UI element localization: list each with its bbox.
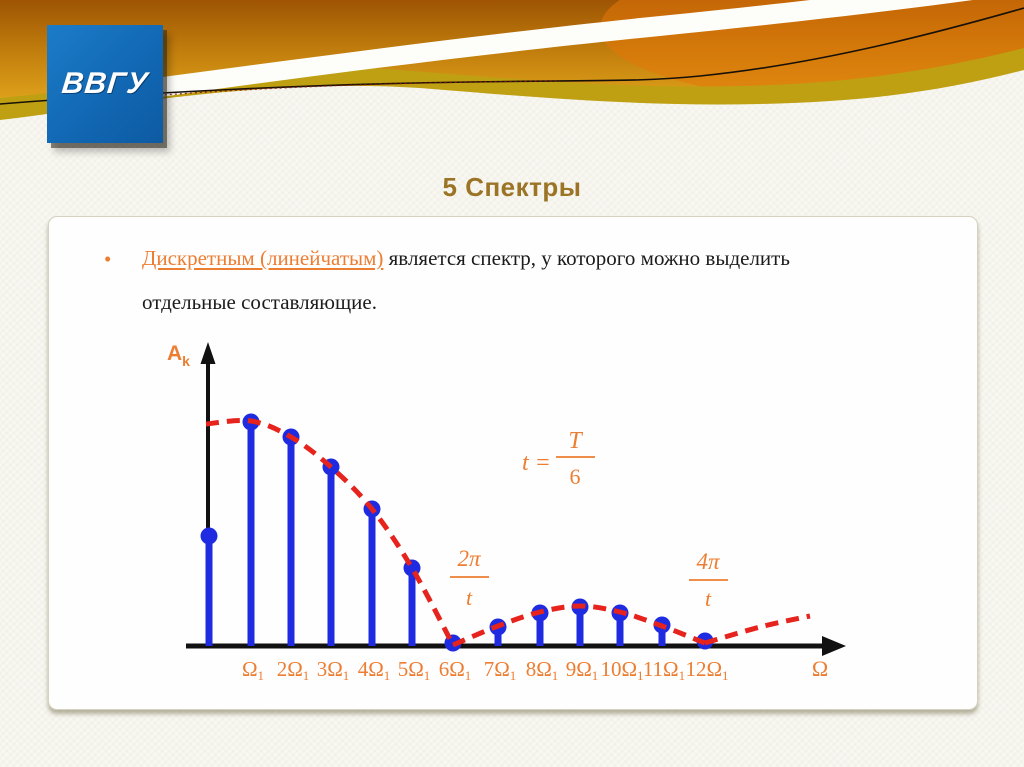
x-axis-label: Ω — [812, 656, 828, 681]
formula-first-zero-denominator: t — [466, 585, 473, 610]
bullet-text-rest: является спектр, у которого можно выдели… — [383, 246, 790, 270]
envelope-dashed-curve — [205, 417, 811, 648]
x-tick-label: 8Ω1 — [526, 657, 559, 683]
formula-period-denominator: 6 — [570, 464, 581, 489]
x-tick-label: 11Ω1 — [643, 657, 685, 683]
x-tick-label: 12Ω1 — [685, 657, 728, 683]
bullet-term-link: Дискретным (линейчатым) — [142, 246, 384, 270]
university-logo: ВВГУ — [47, 25, 163, 143]
bullet-marker: • — [104, 247, 112, 271]
y-axis-label: Ak — [167, 342, 190, 369]
bullet-paragraph: Дискретным (линейчатым) является спектр,… — [142, 236, 952, 324]
y-axis-arrowhead — [200, 342, 216, 364]
content-panel — [48, 216, 978, 710]
x-tick-label: Ω1 — [242, 657, 264, 683]
formula-first-zero-numerator: 2π — [457, 546, 482, 571]
header-thin-black-line — [0, 7, 1024, 105]
x-tick-label: 6Ω1 — [439, 657, 472, 683]
header-thin-red-dotted-line — [149, 80, 561, 97]
formula-second-zero-numerator: 4π — [696, 549, 721, 574]
formula-period-numerator: T — [568, 428, 583, 454]
x-tick-label: 7Ω1 — [484, 657, 517, 683]
logo-text: ВВГУ — [60, 67, 150, 100]
formula-second-zero: 4π t — [689, 549, 728, 611]
stem-dot — [200, 527, 218, 545]
x-tick-label: 10Ω1 — [600, 657, 643, 683]
formula-period: t = T 6 — [522, 428, 595, 489]
x-tick-label: 4Ω1 — [358, 657, 391, 683]
y-axis-label-sub: k — [182, 353, 190, 369]
envelope-segment — [452, 603, 706, 648]
formula-first-zero: 2π t — [450, 546, 489, 610]
x-tick-label: 9Ω1 — [566, 657, 599, 683]
x-axis-arrowhead — [822, 636, 846, 656]
formula-second-zero-denominator: t — [705, 586, 712, 611]
x-tick-label: 2Ω1 — [277, 657, 310, 683]
x-tick-labels: Ω1 2Ω1 3Ω1 4Ω1 5Ω1 6Ω1 7Ω1 8Ω1 9Ω1 10Ω1 11Ω1 12Ω1 — [242, 657, 729, 683]
bullet-text-line2: отдельные составляющие. — [142, 290, 377, 314]
spectrum-stems — [200, 413, 714, 652]
spectrum-chart: Ω1 2Ω1 3Ω1 4Ω1 5Ω1 6Ω1 7Ω1 8Ω1 9Ω1 10Ω1 11Ω1 12Ω1 A… — [167, 342, 846, 683]
y-axis-label-main: A — [167, 342, 182, 365]
envelope-segment — [205, 417, 456, 647]
slide-title: 5 Спектры — [442, 172, 582, 202]
x-tick-label: 5Ω1 — [398, 657, 431, 683]
header-white-swoosh — [85, 0, 973, 104]
formula-period-lhs: t = — [522, 450, 551, 476]
header-wave-decoration — [0, 0, 1024, 120]
envelope-segment — [704, 613, 811, 646]
x-tick-label: 3Ω1 — [317, 657, 350, 683]
